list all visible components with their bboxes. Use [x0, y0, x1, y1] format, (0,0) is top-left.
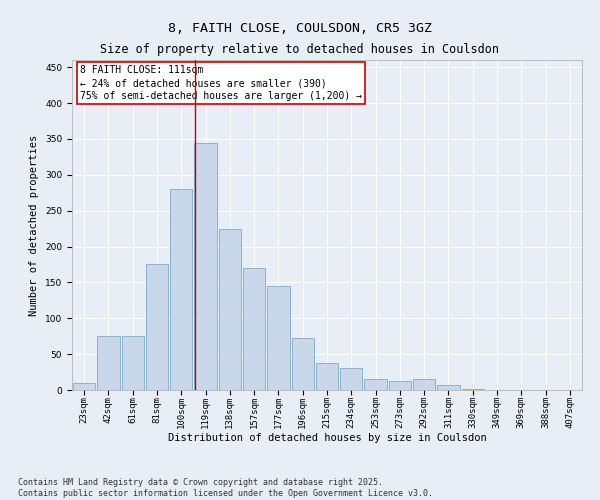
- Bar: [146, 264, 168, 390]
- Bar: [292, 338, 314, 390]
- Bar: [73, 383, 95, 390]
- Bar: [413, 379, 436, 390]
- Bar: [364, 379, 387, 390]
- X-axis label: Distribution of detached houses by size in Coulsdon: Distribution of detached houses by size …: [167, 432, 487, 442]
- Text: Size of property relative to detached houses in Coulsdon: Size of property relative to detached ho…: [101, 42, 499, 56]
- Bar: [97, 336, 119, 390]
- Text: 8, FAITH CLOSE, COULSDON, CR5 3GZ: 8, FAITH CLOSE, COULSDON, CR5 3GZ: [168, 22, 432, 36]
- Bar: [340, 368, 362, 390]
- Bar: [170, 189, 193, 390]
- Bar: [267, 286, 290, 390]
- Bar: [316, 364, 338, 390]
- Text: Contains HM Land Registry data © Crown copyright and database right 2025.
Contai: Contains HM Land Registry data © Crown c…: [18, 478, 433, 498]
- Bar: [389, 382, 411, 390]
- Y-axis label: Number of detached properties: Number of detached properties: [29, 134, 40, 316]
- Text: 8 FAITH CLOSE: 111sqm
← 24% of detached houses are smaller (390)
75% of semi-det: 8 FAITH CLOSE: 111sqm ← 24% of detached …: [80, 65, 362, 102]
- Bar: [194, 142, 217, 390]
- Bar: [243, 268, 265, 390]
- Bar: [437, 385, 460, 390]
- Bar: [122, 336, 144, 390]
- Bar: [218, 228, 241, 390]
